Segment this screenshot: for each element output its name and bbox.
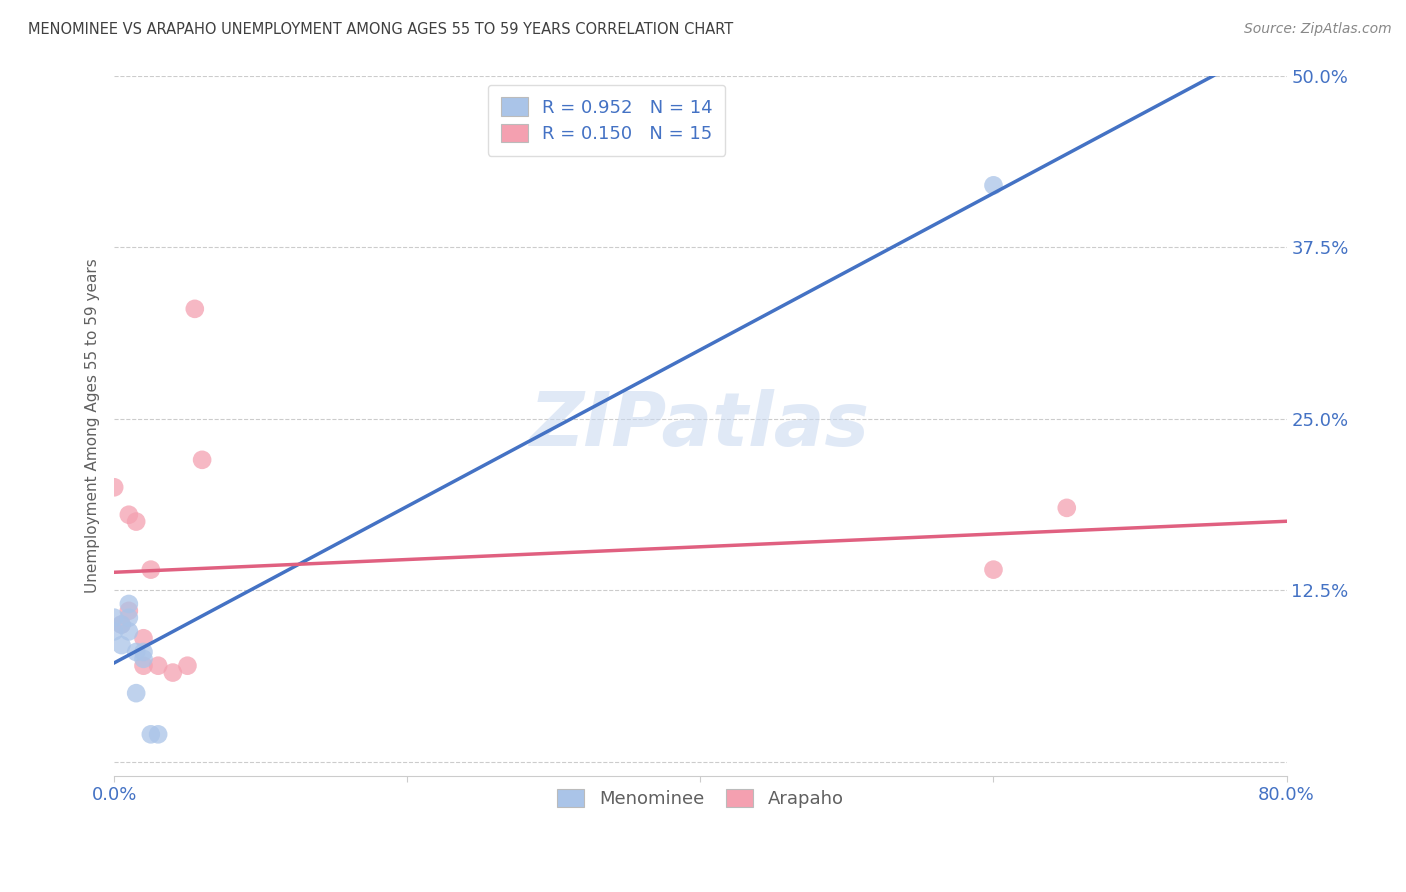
Point <box>118 508 141 522</box>
Legend: Menominee, Arapaho: Menominee, Arapaho <box>550 781 851 815</box>
Point <box>983 178 1005 193</box>
Point <box>983 563 1005 577</box>
Text: ZIPatlas: ZIPatlas <box>530 389 870 462</box>
Point <box>125 515 148 529</box>
Point <box>110 617 132 632</box>
Point <box>132 632 155 646</box>
Point <box>118 597 141 611</box>
Point <box>132 645 155 659</box>
Point <box>139 727 162 741</box>
Point <box>132 652 155 666</box>
Point <box>146 658 169 673</box>
Point <box>110 617 132 632</box>
Point <box>125 645 148 659</box>
Point <box>103 624 125 639</box>
Text: MENOMINEE VS ARAPAHO UNEMPLOYMENT AMONG AGES 55 TO 59 YEARS CORRELATION CHART: MENOMINEE VS ARAPAHO UNEMPLOYMENT AMONG … <box>28 22 734 37</box>
Point <box>176 658 198 673</box>
Point <box>132 658 155 673</box>
Point <box>191 453 214 467</box>
Point <box>139 563 162 577</box>
Point <box>125 686 148 700</box>
Text: Source: ZipAtlas.com: Source: ZipAtlas.com <box>1244 22 1392 37</box>
Point <box>1056 500 1078 515</box>
Point <box>118 624 141 639</box>
Point <box>110 638 132 652</box>
Point <box>118 610 141 624</box>
Point <box>146 727 169 741</box>
Point <box>103 480 125 494</box>
Point <box>184 301 207 316</box>
Point <box>162 665 184 680</box>
Point <box>103 610 125 624</box>
Point <box>118 604 141 618</box>
Y-axis label: Unemployment Among Ages 55 to 59 years: Unemployment Among Ages 55 to 59 years <box>86 258 100 593</box>
